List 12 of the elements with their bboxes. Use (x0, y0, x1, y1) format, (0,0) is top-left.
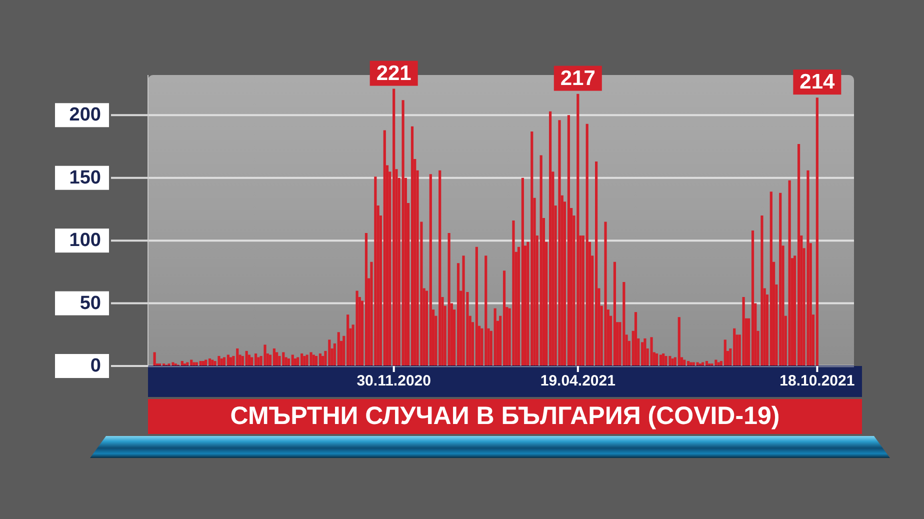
data-label: 214 (800, 70, 836, 94)
y-tick-label: 100 (69, 230, 101, 252)
y-tick-label: 50 (80, 292, 101, 314)
text: СМЪРТНИ СЛУЧАИ В БЪЛГАРИЯ (COVID-19) (148, 399, 862, 434)
x-tick-label: 18.10.2021 (780, 372, 855, 390)
x-tick-label: 19.04.2021 (540, 372, 616, 390)
data-label: 217 (560, 66, 596, 90)
x-tick-label: 30.11.2020 (356, 372, 431, 390)
y-tick-label: 0 (90, 356, 101, 376)
y-tick-label: 200 (69, 104, 101, 126)
data-label: 221 (376, 62, 412, 85)
y-tick-label: 150 (69, 167, 101, 188)
